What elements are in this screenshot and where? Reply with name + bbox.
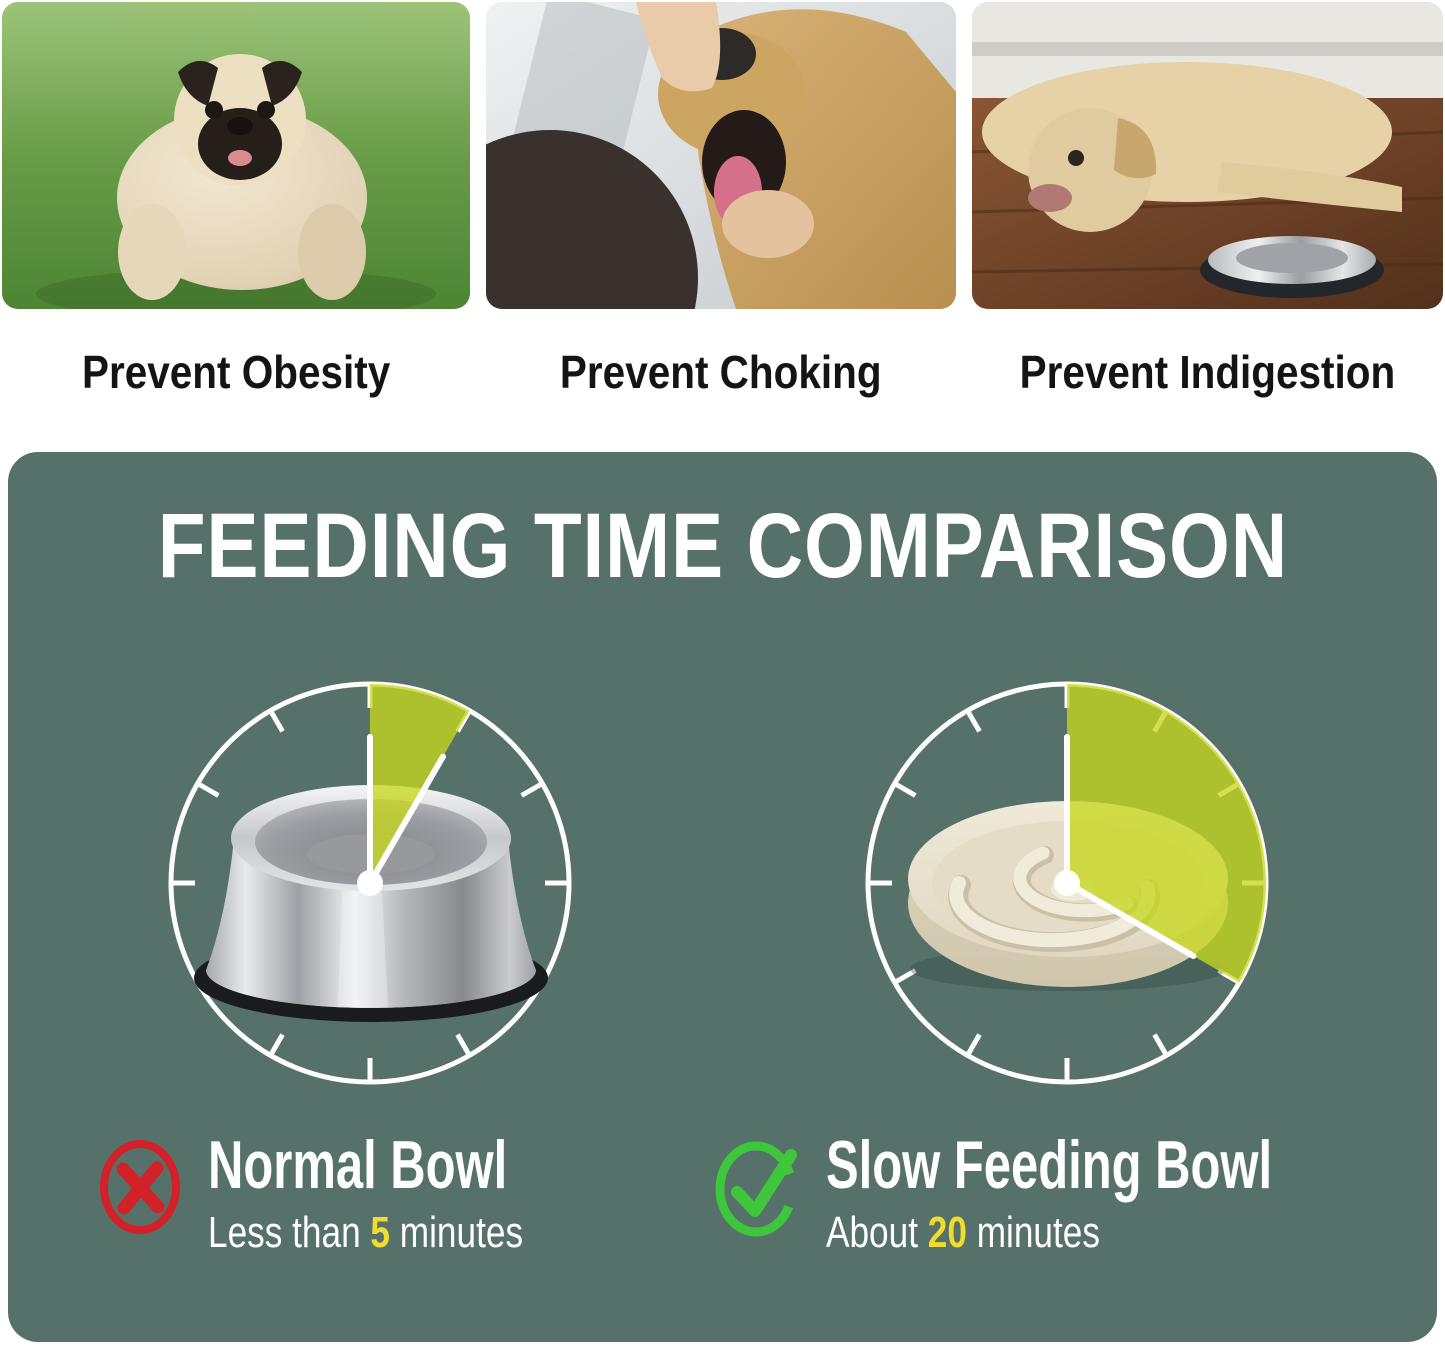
right-clock <box>859 675 1275 1091</box>
caption-prevent-indigestion: Prevent Indigestion <box>1019 346 1396 398</box>
choking-check-illustration <box>486 2 956 309</box>
left-clock-overlay <box>357 684 470 896</box>
slow-feeding-bowl-label: Slow Feeding Bowl About 20 minutes <box>714 1130 1445 1258</box>
steel-bowl-small <box>1200 236 1384 298</box>
left-clock <box>162 675 578 1091</box>
pug-ear-right <box>262 60 302 106</box>
right-clock-overlay <box>1054 684 1266 983</box>
slow-feeding-bowl-subtitle: About 20 minutes <box>826 1208 1100 1257</box>
left-clock-wedge <box>370 684 470 883</box>
labrador-nose <box>1028 184 1072 212</box>
pug-photo-illustration <box>2 2 470 309</box>
slow-feeding-bowl-text: Slow Feeding Bowl About 20 minutes <box>826 1130 1445 1258</box>
caption-prevent-choking: Prevent Choking <box>560 346 882 398</box>
panel-title: FEEDING TIME COMPARISON <box>157 495 1288 597</box>
pug-muzzle <box>198 108 282 180</box>
slow-feeding-bowl-title: Slow Feeding Bowl <box>826 1127 1273 1203</box>
right-clock-wedge <box>1067 684 1266 983</box>
normal-bowl-title: Normal Bowl <box>208 1127 508 1203</box>
labrador-front-leg <box>1217 162 1402 212</box>
red-x-icon <box>100 1140 180 1234</box>
photo-choking-check <box>486 2 956 309</box>
left-clock-center-dot <box>357 870 383 896</box>
normal-bowl-text: Normal Bowl Less than 5 minutes <box>208 1130 624 1258</box>
pug-ear-left <box>178 60 218 106</box>
photo-dog-indigestion <box>972 2 1443 309</box>
owner-head <box>486 130 698 309</box>
normal-bowl-minutes-value: 5 <box>370 1208 391 1257</box>
owner-hand <box>722 190 814 258</box>
owner-arm <box>636 2 721 92</box>
photo-overweight-pug <box>2 2 470 309</box>
normal-bowl-label: Normal Bowl Less than 5 minutes <box>96 1130 624 1258</box>
right-clock-center-dot <box>1054 870 1080 896</box>
left-clock-minute-hand <box>367 753 446 886</box>
green-check-icon <box>715 1141 797 1237</box>
right-clock-minute-hand <box>1064 880 1197 959</box>
caption-prevent-obesity: Prevent Obesity <box>81 346 391 398</box>
labrador-ear <box>1114 118 1157 179</box>
feeding-time-comparison-panel: FEEDING TIME COMPARISON <box>8 452 1437 1342</box>
maze-wall-inner <box>1013 846 1134 918</box>
normal-bowl-subtitle: Less than 5 minutes <box>208 1208 524 1257</box>
lying-dog-illustration <box>972 2 1443 309</box>
slow-feeding-bowl-minutes-value: 20 <box>927 1208 967 1257</box>
